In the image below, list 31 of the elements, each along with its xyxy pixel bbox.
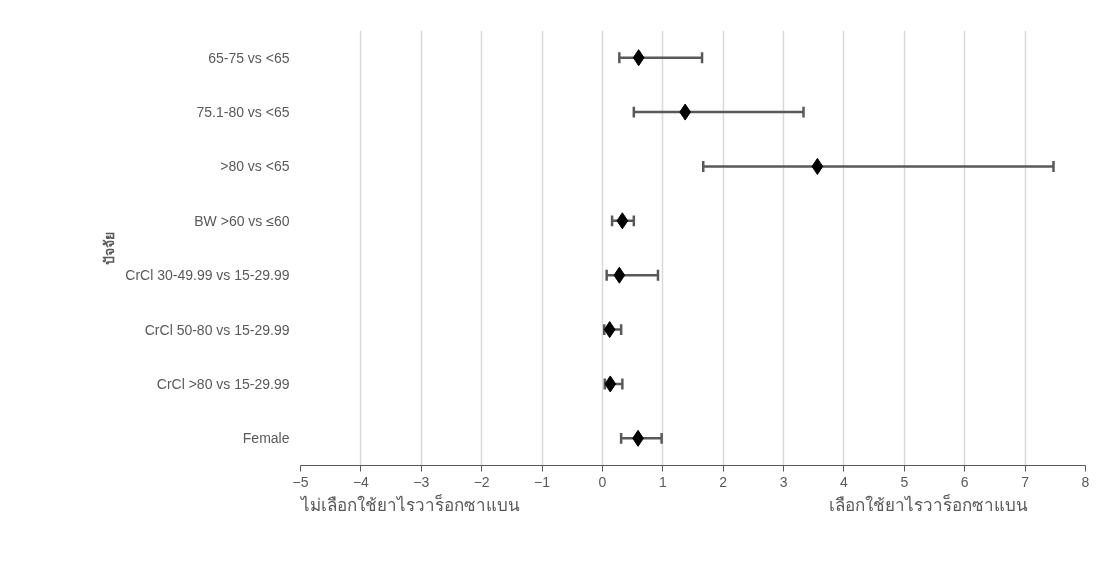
point [811,157,824,175]
x-tick-label: 8 [1081,473,1090,490]
x-tick-label: −1 [534,473,551,490]
x-tick-label: 7 [1021,473,1030,490]
y-tick-label: >80 vs <65 [220,158,290,175]
x-tick-label: 4 [840,473,849,490]
x-tick-label: 3 [779,473,788,490]
y-axis-title: ปัจจัย [101,231,118,265]
y-tick-label: CrCl 50-80 vs 15-29.99 [144,321,290,338]
x-tick-label: 1 [658,473,667,490]
x-tick-label: 6 [960,473,969,490]
x-tick-label: 0 [598,473,607,490]
y-tick-label: Female [242,430,290,447]
x-tick-label: −5 [292,473,309,490]
y-tick-label: CrCl >80 vs 15-29.99 [156,375,290,392]
x-tick-label: −4 [352,473,370,490]
point [603,321,616,339]
y-tick-label: 75.1-80 vs <65 [196,104,290,121]
point [632,49,645,67]
point [616,212,629,230]
point [613,266,626,284]
x-tick-label: −2 [473,473,490,490]
y-tick-label: BW >60 vs ≤60 [194,212,290,229]
y-tick-label: CrCl 30-49.99 vs 15-29.99 [125,267,290,284]
x-tick-label: 2 [719,473,728,490]
text: ไม่เลือกใช้ยาไรวาร็อกซาแบน [298,493,520,515]
x-tick-label: −3 [413,473,430,490]
text: เลือกใช้ยาไรวาร็อกซาแบน [829,493,1028,515]
point [604,375,617,393]
y-tick-label: 65-75 vs <65 [208,49,290,66]
x-tick-label: 5 [900,473,909,490]
